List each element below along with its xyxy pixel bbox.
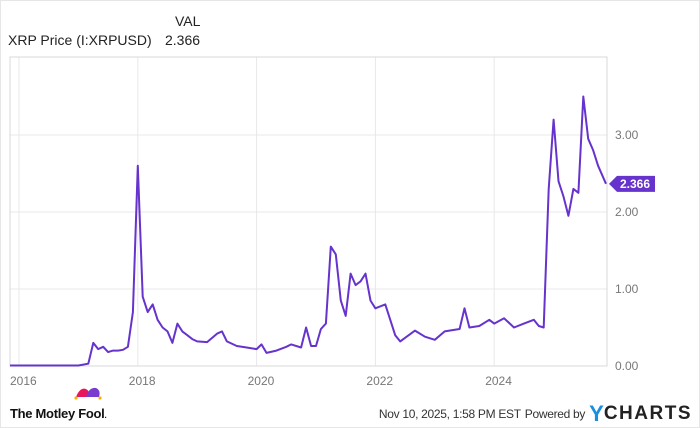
x-axis-ticks: 2016 2018 2020 2022 2024 — [10, 374, 512, 388]
brand-suffix: . — [104, 411, 107, 420]
ycharts-wordmark: CHARTS — [603, 403, 692, 424]
y-tick-label: 1.00 — [615, 282, 639, 296]
y-tick-label: 2.00 — [615, 205, 639, 219]
x-tick-label: 2018 — [129, 374, 156, 388]
footer-attribution: Nov 10, 2025, 1:58 PM EST Powered by Y C… — [379, 403, 692, 425]
x-tick-label: 2022 — [366, 374, 393, 388]
xrp-price-line — [10, 95, 607, 367]
last-value-label: 2.366 — [620, 177, 650, 191]
legend-series-name: XRP Price (I:XRPUSD) — [8, 32, 152, 48]
ycharts-y-mark: Y — [589, 401, 604, 426]
last-value-badge: 2.366 — [609, 175, 655, 192]
y-tick-label: 0.00 — [615, 359, 639, 373]
y-axis-ticks: 0.00 1.00 2.00 3.00 — [615, 128, 639, 373]
plot-frame — [9, 56, 608, 367]
legend-series-value: 2.366 — [165, 32, 201, 48]
ycharts-logo: Y CHARTS — [589, 403, 692, 425]
x-tick-label: 2016 — [10, 374, 37, 388]
powered-by-label: Powered by — [524, 407, 586, 421]
x-tick-label: 2020 — [248, 374, 275, 388]
y-tick-label: 3.00 — [615, 128, 639, 142]
jester-hat-icon — [74, 387, 102, 400]
legend-column-header: VAL — [175, 13, 201, 29]
x-tick-label: 2024 — [485, 374, 512, 388]
brand-name: The Motley Fool — [10, 406, 105, 421]
chart-grid — [10, 57, 607, 366]
timestamp: Nov 10, 2025, 1:58 PM EST — [378, 407, 521, 421]
